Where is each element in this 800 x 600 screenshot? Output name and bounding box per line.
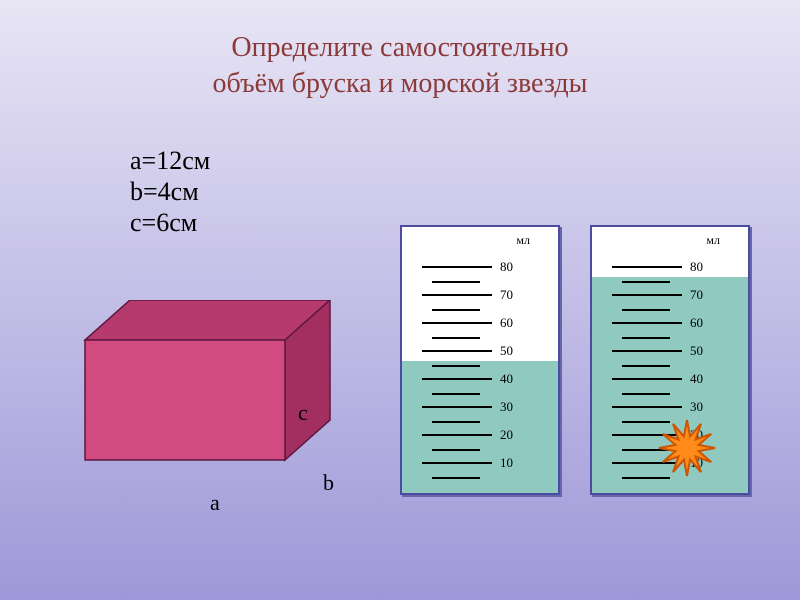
tick-minor xyxy=(402,393,558,395)
tick-line xyxy=(422,294,492,296)
tick-label: 50 xyxy=(690,343,703,359)
tick-minor-line xyxy=(432,393,480,395)
dim-b: b=4см xyxy=(130,176,210,207)
tick-label: 10 xyxy=(500,455,513,471)
tick-minor xyxy=(592,393,748,395)
cylinder-right-body: мл 8070605040302010 xyxy=(590,225,750,495)
tick-line xyxy=(612,378,682,380)
tick-label: 50 xyxy=(500,343,513,359)
tick-major: 50 xyxy=(402,344,558,358)
tick-minor xyxy=(592,309,748,311)
dimensions-block: a=12см b=4см c=6см xyxy=(130,145,210,239)
tick-label: 40 xyxy=(690,371,703,387)
tick-minor-line xyxy=(622,393,670,395)
tick-minor xyxy=(592,337,748,339)
tick-minor-line xyxy=(432,281,480,283)
tick-line xyxy=(422,406,492,408)
tick-minor-line xyxy=(432,365,480,367)
tick-minor xyxy=(402,421,558,423)
title-line-1: Определите самостоятельно xyxy=(0,30,800,66)
tick-line xyxy=(422,266,492,268)
tick-minor xyxy=(402,365,558,367)
tick-label: 70 xyxy=(500,287,513,303)
cylinder-left: мл 8070605040302010 xyxy=(400,225,560,495)
tick-minor-line xyxy=(622,281,670,283)
tick-minor-line xyxy=(432,337,480,339)
tick-line xyxy=(612,406,682,408)
tick-label: 30 xyxy=(500,399,513,415)
tick-major: 70 xyxy=(592,288,748,302)
tick-line xyxy=(422,378,492,380)
tick-minor-line xyxy=(432,421,480,423)
tick-minor xyxy=(402,477,558,479)
cuboid-front xyxy=(85,340,285,460)
tick-label: 40 xyxy=(500,371,513,387)
tick-major: 40 xyxy=(592,372,748,386)
tick-line xyxy=(612,294,682,296)
tick-line xyxy=(612,350,682,352)
tick-minor-line xyxy=(432,449,480,451)
starfish-shape xyxy=(659,420,715,476)
cuboid-diagram: c b a xyxy=(55,300,335,490)
tick-major: 40 xyxy=(402,372,558,386)
tick-label: 30 xyxy=(690,399,703,415)
dim-c: c=6см xyxy=(130,207,210,238)
tick-label: 80 xyxy=(690,259,703,275)
tick-line xyxy=(612,322,682,324)
cuboid-label-c: c xyxy=(298,400,308,426)
tick-label: 60 xyxy=(500,315,513,331)
tick-major: 10 xyxy=(402,456,558,470)
tick-label: 80 xyxy=(500,259,513,275)
tick-minor-line xyxy=(622,309,670,311)
tick-label: 20 xyxy=(500,427,513,443)
page-title: Определите самостоятельно объём бруска и… xyxy=(0,0,800,103)
tick-major: 70 xyxy=(402,288,558,302)
tick-minor-line xyxy=(432,309,480,311)
tick-minor-line xyxy=(622,365,670,367)
title-line-2: объём бруска и морской звезды xyxy=(0,66,800,102)
tick-minor xyxy=(402,337,558,339)
cuboid-svg xyxy=(55,300,355,520)
tick-minor-line xyxy=(432,477,480,479)
cuboid-label-b: b xyxy=(323,470,334,496)
tick-minor xyxy=(402,309,558,311)
tick-line xyxy=(612,266,682,268)
tick-major: 60 xyxy=(402,316,558,330)
tick-major: 80 xyxy=(402,260,558,274)
dim-a: a=12см xyxy=(130,145,210,176)
tick-major: 50 xyxy=(592,344,748,358)
tick-line xyxy=(422,350,492,352)
tick-major: 60 xyxy=(592,316,748,330)
tick-label: 70 xyxy=(690,287,703,303)
cylinder-left-ticks: 80 70 60 50 40 30 20 10 xyxy=(402,227,558,493)
cylinder-right: мл 8070605040302010 xyxy=(590,225,750,495)
tick-minor xyxy=(592,281,748,283)
tick-label: 60 xyxy=(690,315,703,331)
cuboid-label-a: a xyxy=(210,490,220,516)
tick-minor xyxy=(402,449,558,451)
tick-minor xyxy=(592,365,748,367)
tick-major: 80 xyxy=(592,260,748,274)
tick-major: 20 xyxy=(402,428,558,442)
tick-minor xyxy=(402,281,558,283)
tick-line xyxy=(422,434,492,436)
tick-major: 30 xyxy=(592,400,748,414)
tick-line xyxy=(422,322,492,324)
starfish-icon xyxy=(647,418,727,478)
tick-major: 30 xyxy=(402,400,558,414)
cylinder-left-body: мл 8070605040302010 xyxy=(400,225,560,495)
tick-line xyxy=(422,462,492,464)
tick-minor-line xyxy=(622,337,670,339)
